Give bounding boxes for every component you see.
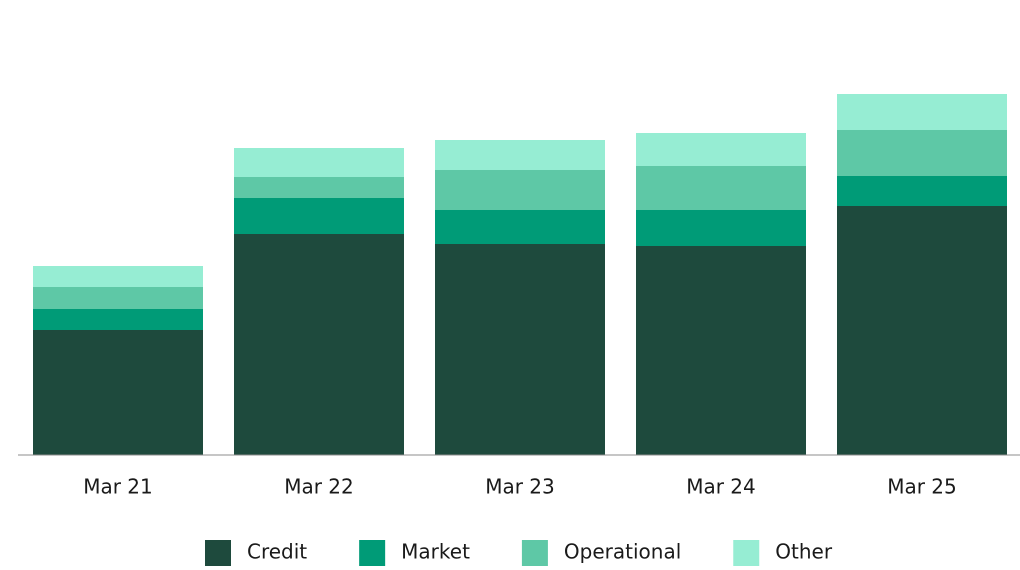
legend-swatch <box>359 540 386 566</box>
bar-segment <box>837 130 1007 176</box>
x-tick-label: Mar 23 <box>485 475 555 499</box>
x-tick-label: Mar 24 <box>686 475 756 499</box>
x-tick-label: Mar 25 <box>887 475 957 499</box>
bar-segment <box>33 266 203 287</box>
x-tick-label: Mar 21 <box>83 475 153 499</box>
bar-segment <box>636 133 806 166</box>
bar-segment <box>837 176 1007 206</box>
legend-label: Market <box>401 540 470 564</box>
legend-swatch <box>733 540 760 566</box>
bar-segment <box>234 148 404 177</box>
bar-segment <box>636 166 806 210</box>
bar-segment <box>33 287 203 309</box>
bar-segment <box>837 94 1007 130</box>
bar-segment <box>234 177 404 198</box>
legend-swatch <box>521 540 548 566</box>
bar-segment <box>234 234 404 455</box>
bar-segment <box>33 330 203 455</box>
bar-segment <box>33 309 203 330</box>
x-tick-label: Mar 22 <box>284 475 354 499</box>
bar-segment <box>636 210 806 246</box>
bar-segment <box>636 246 806 455</box>
legend-swatch <box>205 540 231 566</box>
bar-segment <box>837 206 1007 455</box>
bar-segment <box>435 244 605 455</box>
legend-label: Credit <box>247 540 307 564</box>
legend-label: Other <box>775 540 833 564</box>
bar-segment <box>234 198 404 234</box>
bar-segment <box>435 140 605 170</box>
legend-label: Operational <box>564 540 681 564</box>
bar-segment <box>435 210 605 244</box>
bar-segment <box>435 170 605 210</box>
